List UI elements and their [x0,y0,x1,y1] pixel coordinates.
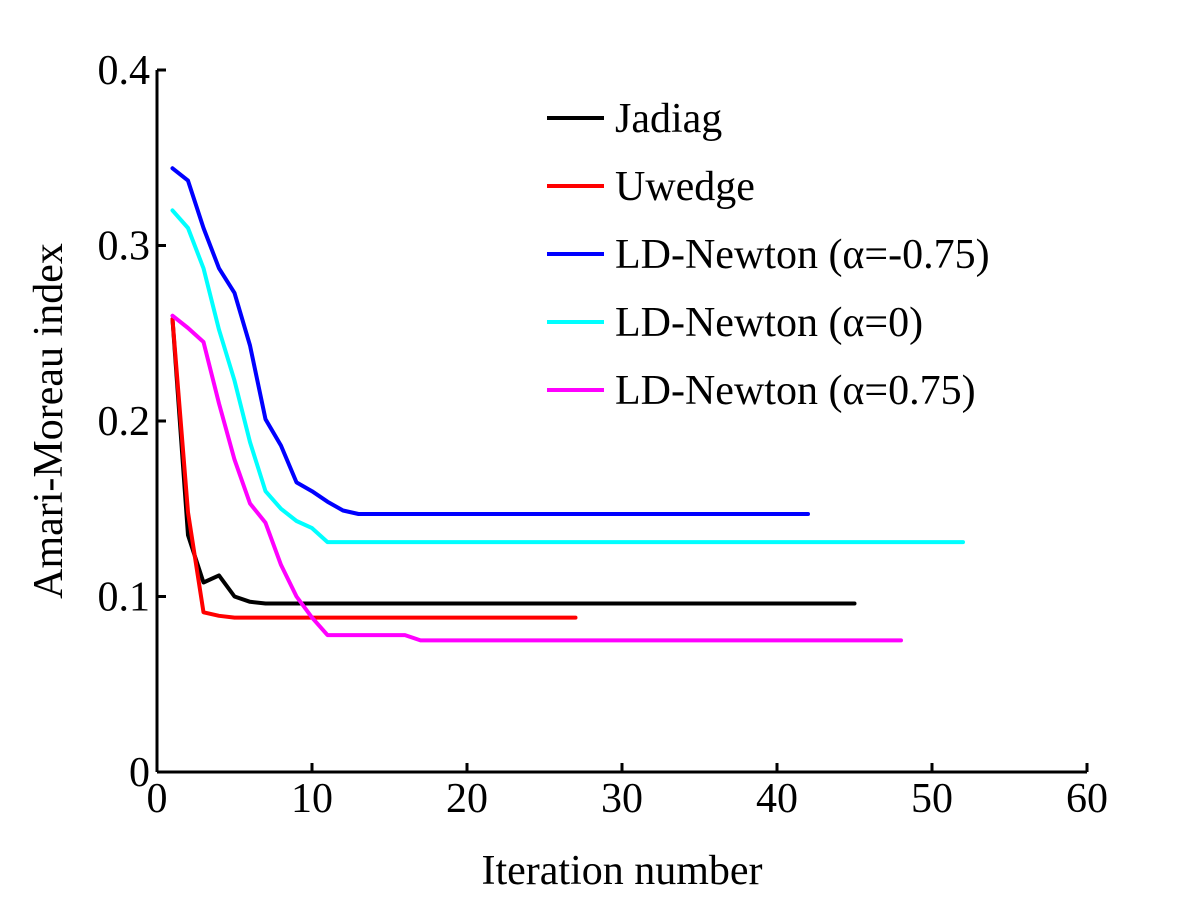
x-tick-label: 40 [756,776,798,822]
series-line-0 [170,317,857,606]
series-line-3 [170,208,965,545]
y-tick-label: 0 [129,750,150,796]
y-tick-label: 0.1 [98,575,151,621]
x-tick-label: 20 [446,776,488,822]
legend-label-0: Jadiag [615,96,722,142]
y-tick-label: 0.3 [98,224,151,270]
legend-label-2: LD-Newton (α=-0.75) [615,232,990,278]
legend-label-1: Uwedge [615,164,755,210]
legend-label-4: LD-Newton (α=0.75) [615,368,976,414]
legend: Jadiag Uwedge LD-Newton (α=-0.75) LD-Newton… [547,96,990,414]
y-axis-label: Amari-Moreau index [26,243,72,599]
x-tick-label: 0 [147,776,168,822]
x-axis-label: Iteration number [481,848,762,894]
tick-layer: 0 10 20 30 40 50 60 0 0.1 0.2 0.3 0.4 [98,48,1109,822]
x-tick-label: 30 [601,776,643,822]
series-line-4 [170,313,903,643]
series-line-2 [170,166,810,516]
plot-area [157,70,1087,772]
y-tick-label: 0.4 [98,48,151,94]
y-tick-label: 0.2 [98,399,151,445]
x-tick-label: 50 [911,776,953,822]
series-layer [170,166,965,643]
series-line-1 [170,317,578,620]
x-tick-label: 10 [291,776,333,822]
legend-label-3: LD-Newton (α=0) [615,300,923,346]
x-tick-label: 60 [1066,776,1108,822]
